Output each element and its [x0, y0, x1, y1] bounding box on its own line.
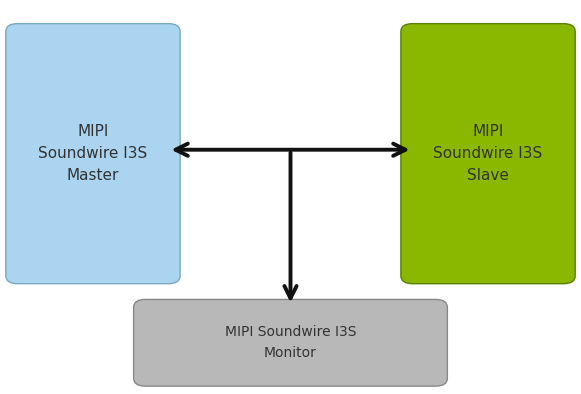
Text: MIPI
Soundwire I3S
Slave: MIPI Soundwire I3S Slave	[433, 124, 543, 183]
FancyBboxPatch shape	[134, 299, 447, 386]
FancyBboxPatch shape	[6, 24, 180, 284]
Text: MIPI
Soundwire I3S
Master: MIPI Soundwire I3S Master	[38, 124, 148, 183]
Text: MIPI Soundwire I3S
Monitor: MIPI Soundwire I3S Monitor	[225, 325, 356, 360]
FancyBboxPatch shape	[401, 24, 575, 284]
